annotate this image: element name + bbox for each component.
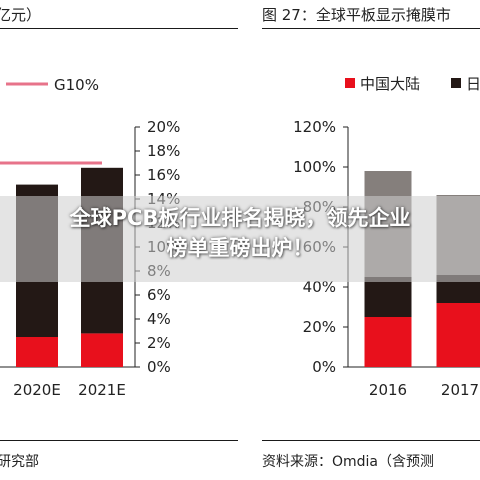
y-tick-label: 4% bbox=[147, 310, 171, 328]
y-tick-label: 16% bbox=[147, 166, 180, 184]
left-footer-rule bbox=[0, 440, 238, 441]
bar-segment-series-1-2021E bbox=[81, 333, 123, 367]
y-tick-label: 100% bbox=[293, 158, 336, 176]
headline-line-1: 全球PCB板行业排名揭晓，领先企业 bbox=[69, 206, 411, 230]
y-tick-label: 40% bbox=[303, 278, 336, 296]
x-tick-label: 2017 bbox=[441, 381, 479, 399]
right-footer-rule bbox=[262, 440, 480, 441]
y-tick-label: 0% bbox=[312, 358, 336, 376]
x-tick-label: 2016 bbox=[369, 381, 407, 399]
right-chart-title: 图 27：全球平板显示掩膜市 bbox=[262, 6, 451, 24]
right-source-note: 资料来源：Omdia（含预测 bbox=[262, 454, 435, 470]
x-tick-label: 2020E bbox=[13, 381, 61, 399]
left-title-rule bbox=[0, 28, 238, 29]
y-tick-label: 18% bbox=[147, 142, 180, 160]
y-tick-label: 20% bbox=[303, 318, 336, 336]
left-source-note: 研究部 bbox=[0, 454, 39, 470]
y-tick-label: 120% bbox=[293, 118, 336, 136]
y-tick-label: 20% bbox=[147, 118, 180, 136]
headline-text: 全球PCB板行业排名揭晓，领先企业 榜单重磅出炉！ bbox=[0, 203, 480, 263]
y-tick-label: 2% bbox=[147, 334, 171, 352]
bar-segment-中国大陆-2016 bbox=[364, 317, 412, 367]
left-chart-title: 亿元） bbox=[0, 6, 42, 24]
bar-segment-series-1-2020E bbox=[16, 337, 58, 367]
right-title-rule bbox=[262, 28, 480, 29]
headline-line-2: 榜单重磅出炉！ bbox=[166, 236, 314, 260]
left-legend-label: G10% bbox=[54, 76, 99, 94]
bar-segment-中国大陆-2017 bbox=[436, 303, 480, 367]
y-tick-label: 0% bbox=[147, 358, 171, 376]
legend-label-china: 中国大陆 bbox=[360, 75, 420, 93]
bar-segment-日-2016 bbox=[364, 277, 412, 317]
headline-banner bbox=[0, 196, 480, 282]
x-tick-label: 2021E bbox=[78, 381, 126, 399]
legend-swatch-japan bbox=[451, 78, 461, 88]
legend-label-japan: 日 bbox=[466, 75, 480, 93]
legend-swatch-china bbox=[345, 78, 355, 88]
y-tick-label: 6% bbox=[147, 286, 171, 304]
